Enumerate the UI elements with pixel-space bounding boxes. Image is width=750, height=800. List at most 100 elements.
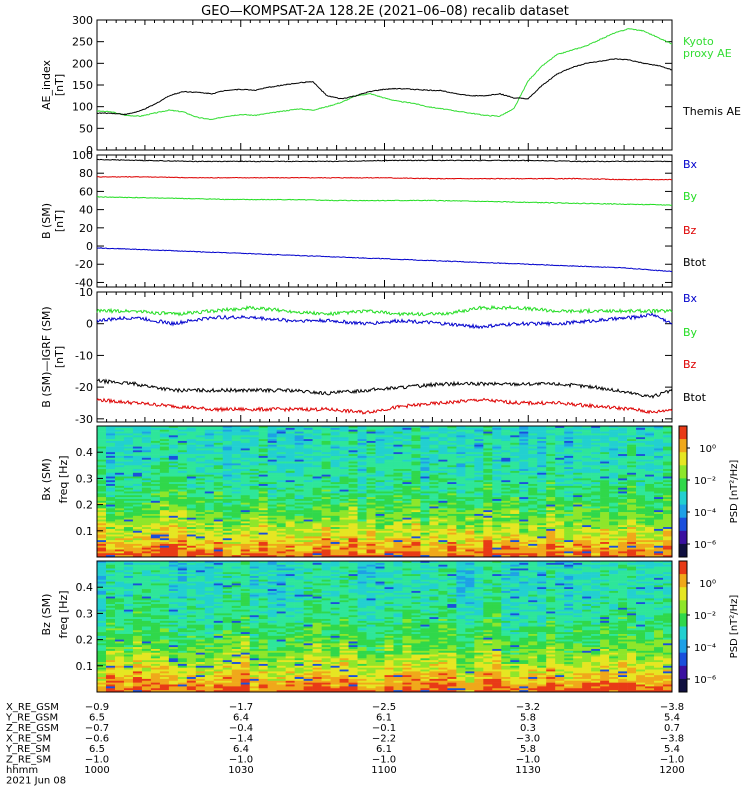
spectrogram-cell [591, 469, 601, 472]
spectrogram-cell [195, 485, 206, 489]
spectrogram-cell [600, 519, 610, 522]
spectrogram-cell [582, 480, 592, 483]
spectrogram-cell [537, 446, 547, 449]
spectrogram-cell [150, 454, 161, 457]
colorbar-tick-label: 10⁻⁴ [694, 508, 716, 519]
spectrogram-cell [573, 454, 583, 457]
spectrogram-cell [177, 454, 188, 457]
spectrogram-cell [222, 469, 233, 472]
spectrogram-cell [483, 439, 493, 442]
spectrogram-cell [132, 427, 143, 431]
spectrogram-cell [204, 426, 215, 429]
spectrogram-cell [663, 506, 673, 509]
spectrogram-cell [258, 439, 268, 442]
spectrogram-cell [114, 493, 125, 496]
spectrogram-cell [654, 440, 664, 444]
spectrogram-cell [312, 461, 322, 464]
spectrogram-cell [276, 512, 286, 515]
spectrogram-cell [573, 545, 583, 548]
spectrogram-cell [636, 457, 646, 460]
spectrogram-cell [141, 433, 152, 436]
spectrogram-cell [294, 551, 304, 554]
spectrogram-cell [141, 532, 152, 535]
spectrogram-cell [609, 454, 619, 457]
spectrogram-cell [366, 446, 376, 449]
spectrogram-cell [393, 508, 403, 511]
spectrogram-cell [618, 555, 628, 558]
spectrogram-cell [627, 433, 637, 436]
spectrogram-cell [654, 476, 664, 479]
spectrogram-cell [636, 528, 646, 532]
spectrogram-cell [150, 502, 161, 505]
spectrogram-cell [519, 461, 529, 464]
spectrogram-cell [627, 549, 637, 552]
spectrogram-cell [222, 459, 233, 462]
spectrogram-cell [510, 502, 520, 505]
spectrogram-cell [591, 485, 601, 489]
spectrogram-cell [564, 435, 574, 438]
spectrogram-cell [114, 439, 125, 442]
spectrogram-cell [546, 442, 556, 446]
spectrogram-cell [411, 502, 421, 505]
spectrogram-cell [357, 512, 367, 515]
spectrogram-cell [348, 517, 358, 520]
spectrogram-cell [483, 510, 493, 513]
spectrogram-cell [492, 478, 502, 481]
spectrogram-cell [420, 489, 430, 492]
spectrogram-cell [97, 545, 107, 548]
spectrogram-cell [150, 512, 161, 515]
spectrogram-cell [663, 545, 673, 548]
spectrogram-cell [204, 478, 215, 481]
spectrogram-cell [330, 463, 340, 466]
spectrogram-cell [636, 530, 646, 533]
spectrogram-cell [276, 484, 286, 487]
spectrogram-cell [636, 521, 646, 524]
spectrogram-cell [213, 482, 224, 485]
spectrogram-cell [618, 500, 628, 504]
spectrogram-cell [654, 446, 664, 449]
spectrogram-cell [609, 482, 619, 485]
spectrogram-cell [240, 485, 251, 489]
spectrogram-cell [492, 530, 502, 533]
spectrogram-cell [330, 500, 340, 504]
spectrogram-cell [393, 478, 403, 481]
spectrogram-cell [375, 508, 385, 511]
spectrogram-cell [456, 474, 466, 477]
spectrogram-cell [285, 532, 295, 535]
spectrogram-cell [177, 547, 188, 550]
spectrogram-cell [555, 450, 565, 453]
spectrogram-cell [294, 448, 304, 451]
spectrogram-cell [114, 442, 125, 446]
spectrogram-cell [447, 448, 457, 451]
spectrogram-cell [150, 517, 161, 520]
spectrogram-cell [303, 457, 313, 460]
spectrogram-cell [258, 489, 268, 492]
spectrogram-cell [384, 547, 394, 550]
spectrogram-cell [645, 495, 655, 498]
spectrogram-cell [339, 530, 349, 533]
spectrogram-cell [510, 515, 520, 518]
spectrogram-cell [492, 454, 502, 457]
spectrogram-cell [123, 523, 134, 526]
spectrogram-cell [465, 497, 475, 500]
spectrogram-cell [357, 510, 367, 513]
spectrogram-cell [249, 439, 260, 442]
spectrogram-cell [330, 450, 340, 453]
spectrogram-cell [222, 474, 233, 477]
spectrogram-cell [510, 459, 520, 462]
spectrogram-cell [465, 429, 475, 432]
spectrogram-cell [663, 433, 673, 436]
spectrogram-cell [213, 459, 224, 462]
spectrogram-cell [97, 450, 107, 453]
spectrogram-cell [555, 439, 565, 442]
spectrogram-cell [627, 498, 637, 502]
spectrogram-cell [375, 538, 385, 541]
spectrogram-cell [195, 540, 206, 543]
spectrogram-cell [474, 478, 484, 481]
spectrogram-cell [348, 504, 358, 507]
spectrogram-cell [366, 525, 376, 528]
spectrogram-cell [618, 504, 628, 507]
spectrogram-cell [321, 493, 331, 496]
spectrogram-cell [564, 542, 574, 545]
spectrogram-cell [366, 534, 376, 537]
